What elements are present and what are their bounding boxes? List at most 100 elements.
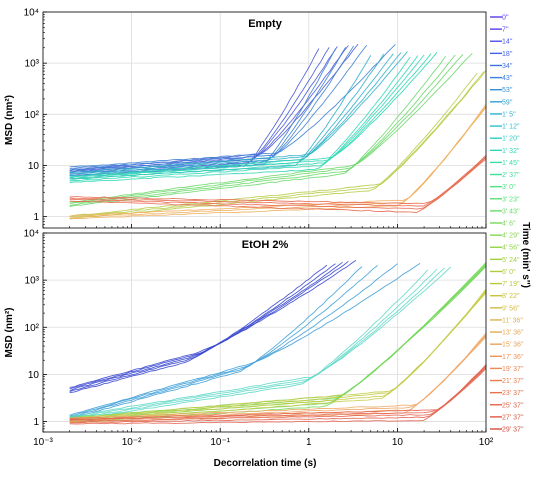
series-line — [69, 71, 485, 218]
legend-label: 9' 56'' — [502, 305, 520, 312]
legend-label: 43'' — [502, 75, 512, 82]
legend-label: 1' 20'' — [502, 136, 520, 143]
series-line — [69, 44, 396, 168]
series-line — [69, 269, 429, 421]
series-line — [69, 368, 487, 425]
series-line — [69, 72, 478, 220]
y-tick-label: 10⁴ — [24, 229, 39, 240]
series-line — [69, 265, 487, 423]
legend-label: 3' 0'' — [502, 184, 516, 191]
series-line — [69, 154, 487, 204]
series-line — [69, 157, 487, 210]
series-line — [69, 43, 359, 171]
x-tick-label: 10 — [392, 437, 404, 448]
legend-label: 59'' — [502, 99, 512, 106]
y-tick-label: 10³ — [25, 59, 40, 70]
series-line — [69, 56, 411, 184]
series-line — [69, 53, 385, 179]
series-line — [69, 266, 363, 420]
legend-label: 1' 45'' — [502, 160, 520, 167]
legend-label: 7'' — [502, 27, 509, 34]
legend-label: 18'' — [502, 51, 512, 58]
series-line — [69, 289, 487, 421]
legend-label: 3' 43'' — [502, 208, 520, 215]
plot-area — [43, 233, 486, 432]
legend-label: 1' 12'' — [502, 124, 520, 131]
y-tick-label: 10 — [28, 161, 40, 172]
legend-label: 25' 37'' — [502, 402, 524, 409]
legend-label: 4' 29'' — [502, 233, 520, 240]
series-line — [69, 54, 425, 181]
x-tick-label: 1 — [306, 437, 312, 448]
series-line — [69, 267, 445, 419]
series-line — [69, 266, 452, 417]
plot-frame — [42, 11, 487, 229]
x-tick-label: 10² — [479, 437, 494, 448]
series-line — [69, 263, 421, 416]
series-line — [69, 367, 487, 424]
y-axis-label: MSD (nm²) — [4, 95, 15, 145]
y-tick-label: 10 — [28, 370, 40, 381]
legend-label: 1' 5'' — [502, 111, 516, 118]
series-line — [69, 332, 487, 419]
legend-label: 19' 37'' — [502, 366, 524, 373]
panel-title: Empty — [248, 18, 283, 30]
series-line — [69, 52, 402, 175]
y-tick-label: 10² — [25, 323, 40, 334]
legend-label: 14'' — [502, 39, 512, 46]
legend-label: 6' 0'' — [502, 269, 516, 276]
legend-label: 7' 19'' — [502, 281, 520, 288]
series-line — [69, 364, 487, 421]
series-line — [69, 264, 328, 393]
legend: 0'' 7'' 14'' 18'' 34'' 43'' 53'' 59'' 1' 5'' 1' 1… — [490, 15, 524, 434]
legend-label: 8' 22'' — [502, 293, 520, 300]
series-line — [69, 288, 487, 419]
legend-label: 4' 6'' — [502, 221, 516, 228]
legend-label: 2' 37'' — [502, 172, 520, 179]
series-line — [69, 104, 487, 217]
legend-label: 27' 37'' — [502, 414, 524, 421]
series-line — [69, 260, 357, 388]
series-line — [69, 70, 487, 217]
panel-title: EtOH 2% — [242, 239, 289, 251]
legend-label: 5' 24'' — [502, 257, 520, 264]
series-line — [69, 51, 438, 178]
series-line — [69, 158, 487, 213]
series-line — [69, 54, 456, 206]
series-line — [69, 53, 473, 203]
legend-label: 13' 36'' — [502, 330, 524, 337]
series-line — [69, 106, 487, 220]
series-line — [69, 53, 394, 177]
series-line — [69, 263, 398, 417]
series-line — [69, 260, 349, 390]
legend-title: Time (min' s'') — [520, 222, 531, 288]
plot-frame — [42, 232, 487, 433]
legend-label: 3' 23'' — [502, 196, 520, 203]
series-line — [69, 54, 464, 205]
y-tick-label: 10³ — [25, 276, 40, 287]
legend-label: 29' 37'' — [502, 427, 524, 434]
series-group — [69, 43, 487, 220]
y-tick-label: 1 — [33, 417, 39, 428]
series-line — [69, 51, 408, 174]
legend-label: 4' 56'' — [502, 245, 520, 252]
y-tick-label: 10⁴ — [24, 8, 39, 19]
y-tick-label: 1 — [33, 212, 39, 223]
legend-label: 53'' — [502, 87, 512, 94]
series-line — [69, 364, 487, 420]
series-line — [69, 44, 368, 169]
series-line — [69, 265, 378, 418]
legend-label: 23' 37'' — [502, 390, 524, 397]
legend-label: 17' 36'' — [502, 354, 524, 361]
series-line — [69, 263, 336, 392]
x-tick-label: 10⁻² — [122, 437, 142, 448]
panel-etoh: 10⁻³ 10⁻² 10⁻¹ 1 10 10² 1 10 10² 10³ 10⁴ EtOH 2% MSD… — [4, 229, 494, 449]
y-tick-label: 10² — [25, 110, 40, 121]
y-axis-label: MSD (nm²) — [4, 308, 15, 358]
series-line — [69, 365, 487, 422]
series-line — [69, 156, 487, 207]
legend-label: 34'' — [502, 63, 512, 70]
x-tick-label: 10⁻³ — [33, 437, 53, 448]
x-tick-label: 10⁻¹ — [210, 437, 230, 448]
series-line — [69, 53, 432, 179]
